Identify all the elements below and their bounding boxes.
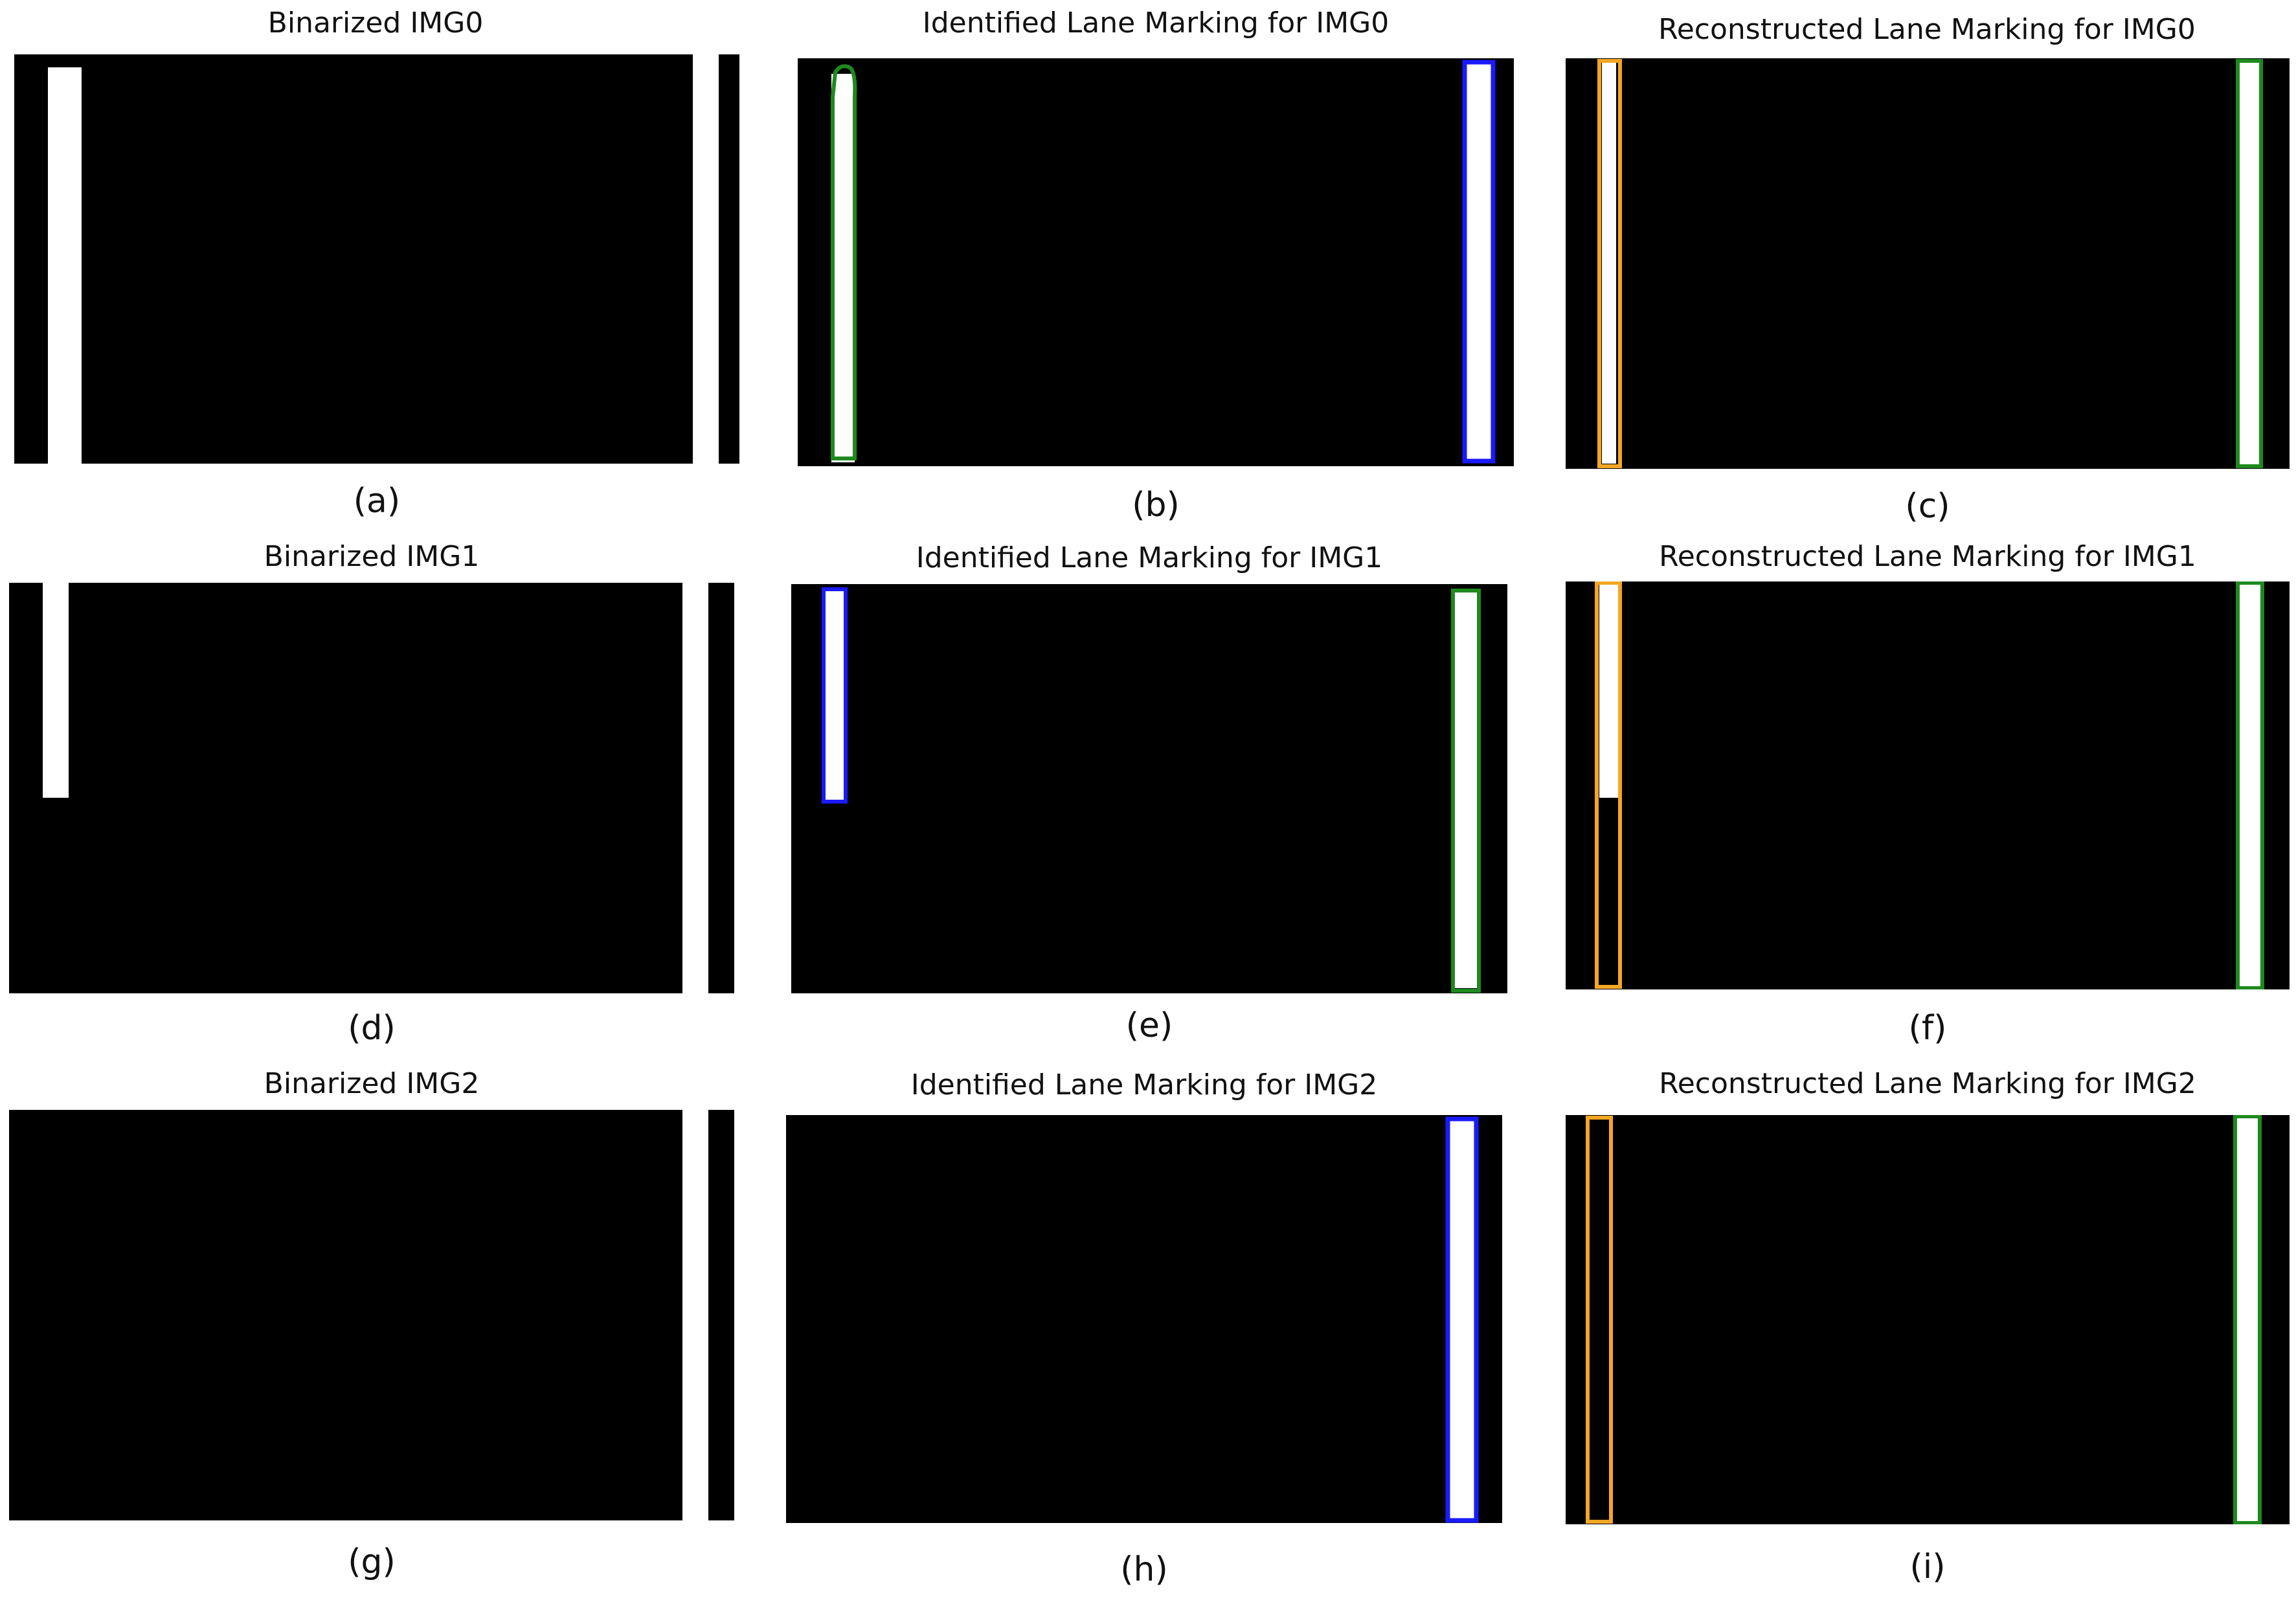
panel-c-caption: (c) bbox=[1905, 487, 1950, 526]
lane-marking-left bbox=[48, 67, 82, 464]
reconstructed-lane-outline-green bbox=[2236, 59, 2263, 468]
panel-a-title: Binarized IMG0 bbox=[267, 6, 484, 39]
reconstructed-lane-outline-orange bbox=[1586, 1116, 1613, 1524]
reconstructed-lane-outline-orange bbox=[1597, 59, 1622, 468]
panel-d-caption: (d) bbox=[348, 1009, 396, 1048]
panel-c-title: Reconstructed Lane Marking for IMG0 bbox=[1658, 13, 2196, 46]
panel-h-title: Identified Lane Marking for IMG2 bbox=[910, 1068, 1378, 1101]
panel-a-caption: (a) bbox=[353, 482, 401, 521]
lane-marking-right bbox=[693, 54, 719, 464]
panel-f-title: Reconstructed Lane Marking for IMG1 bbox=[1659, 540, 2196, 573]
reconstructed-lane-outline-orange bbox=[1595, 581, 1622, 989]
panel-g-caption: (g) bbox=[348, 1542, 396, 1581]
lane-marking-right bbox=[682, 1110, 708, 1520]
panel-e-caption: (e) bbox=[1125, 1006, 1173, 1045]
panel-i-title: Reconstructed Lane Marking for IMG2 bbox=[1659, 1067, 2196, 1100]
panel-b-caption: (b) bbox=[1132, 486, 1180, 525]
identified-lane-outline-blue bbox=[1462, 60, 1496, 464]
identified-lane-outline-green bbox=[831, 64, 857, 460]
panel-i-image bbox=[1566, 1115, 2290, 1524]
panel-e-title: Identified Lane Marking for IMG1 bbox=[916, 541, 1383, 574]
panel-g-image bbox=[9, 1110, 734, 1520]
panel-g-title: Binarized IMG2 bbox=[264, 1067, 480, 1100]
panel-a-image bbox=[14, 54, 739, 464]
panel-h-caption: (h) bbox=[1120, 1550, 1168, 1589]
reconstructed-lane-outline-green bbox=[2233, 1115, 2262, 1524]
panel-f-image bbox=[1566, 581, 2290, 989]
panel-e-image bbox=[791, 584, 1507, 993]
panel-d-title: Binarized IMG1 bbox=[264, 540, 480, 573]
panel-i-caption: (i) bbox=[1909, 1548, 1946, 1586]
lane-marking-left bbox=[43, 583, 69, 798]
panel-b-title: Identified Lane Marking for IMG0 bbox=[922, 6, 1390, 39]
panel-f-caption: (f) bbox=[1908, 1009, 1947, 1048]
lane-marking-right bbox=[682, 583, 708, 993]
reconstructed-lane-outline-green bbox=[2236, 581, 2264, 989]
panel-h-image bbox=[786, 1115, 1502, 1523]
panel-b-image bbox=[798, 58, 1514, 466]
identified-lane-outline-green bbox=[1451, 589, 1481, 993]
identified-lane-outline-blue bbox=[822, 587, 848, 804]
identified-lane-outline-blue bbox=[1445, 1116, 1479, 1523]
panel-c-image bbox=[1566, 58, 2290, 469]
panel-d-image bbox=[9, 583, 734, 993]
